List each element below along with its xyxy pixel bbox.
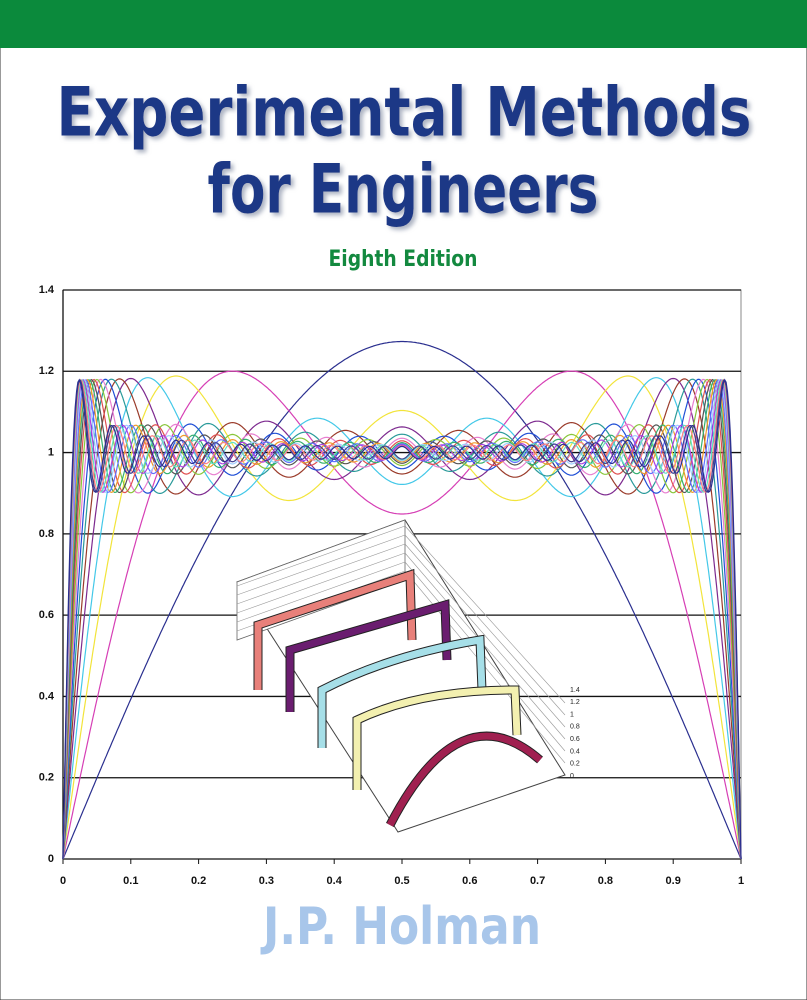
y-tick-label: 1 <box>48 446 54 458</box>
inset-tick-label: 1 <box>570 711 574 718</box>
illustration-curve <box>62 377 742 860</box>
x-tick-label: 0.9 <box>666 875 681 887</box>
x-tick-label: 0.5 <box>394 875 409 887</box>
inset-side-line <box>404 543 566 728</box>
edition: Eighth Edition <box>329 247 478 272</box>
x-tick-label: 1 <box>738 875 744 887</box>
illustration-curve <box>62 378 742 860</box>
inset-ribbon <box>254 570 416 690</box>
inset-ribbon <box>318 635 486 748</box>
top-band <box>0 0 807 48</box>
y-tick-label: 0.8 <box>39 528 54 540</box>
y-tick-label: 1.2 <box>39 365 54 377</box>
x-tick-label: 0.2 <box>191 875 206 887</box>
illustration-curve <box>62 378 742 860</box>
x-tick-label: 0 <box>60 875 66 887</box>
title: Experimental Methods <box>57 74 752 153</box>
plot: 00.20.40.60.811.21.40 0.1 0.2 0.3 0.4 0.5 0.6 0… <box>39 284 744 887</box>
inset-wall-line <box>236 534 406 596</box>
y-tick-label: 0 <box>48 853 54 865</box>
illustration-curve <box>62 370 742 860</box>
inset-wall-line <box>236 552 406 614</box>
illustration-curve <box>62 378 742 860</box>
author: J.P. Holman <box>260 897 541 957</box>
inset-wall-line <box>236 561 406 623</box>
y-tick-label: 0.4 <box>39 690 55 702</box>
illustration-curve <box>62 379 742 860</box>
x-tick-label: 0.1 <box>123 875 138 887</box>
inset-ribbon <box>353 686 521 790</box>
inset-tick-label: 0.2 <box>570 761 580 768</box>
inset-side-line <box>404 534 566 716</box>
illustration-curve <box>62 379 742 860</box>
inset-tick-label: 0.8 <box>570 724 580 731</box>
inset-side-line <box>404 552 566 740</box>
illustration-curve <box>62 378 742 860</box>
inset-wall-line <box>236 525 406 587</box>
title: for Engineers <box>208 151 599 230</box>
inset-side-line <box>404 525 566 704</box>
y-tick-label: 0.6 <box>39 609 54 621</box>
inset-ribbon <box>286 600 451 712</box>
inset-tick-label: 1.4 <box>570 687 580 694</box>
x-tick-label: 0.6 <box>462 875 477 887</box>
y-tick-label: 1.4 <box>39 284 55 296</box>
inset-tick-label: 1.2 <box>570 699 580 706</box>
inset-3d-chart: 0 0.2 0.4 0.6 0.8 1 1.2 1.4 <box>236 519 580 833</box>
illustration-curve <box>62 378 742 860</box>
x-tick-label: 0.8 <box>598 875 613 887</box>
illustration-curve <box>62 377 742 860</box>
illustration-curve <box>62 378 742 860</box>
illustration-curve <box>62 378 742 860</box>
x-tick-label: 0.3 <box>259 875 274 887</box>
illustration-curve <box>62 378 742 860</box>
inset-tick-label: 0 <box>570 773 574 780</box>
illustration-curve <box>62 375 742 860</box>
x-tick-label: 0.4 <box>327 875 343 887</box>
inset-tick-label: 0.6 <box>570 736 580 743</box>
y-tick-label: 0.2 <box>39 772 54 784</box>
inset-wall-line <box>236 543 406 605</box>
inset-ribbon <box>386 732 543 827</box>
illustration-curves <box>62 340 742 860</box>
inset-tick-label: 0.4 <box>570 748 580 755</box>
illustration-curve <box>62 379 742 860</box>
illustration-curve <box>62 340 742 860</box>
x-tick-label: 0.7 <box>530 875 545 887</box>
